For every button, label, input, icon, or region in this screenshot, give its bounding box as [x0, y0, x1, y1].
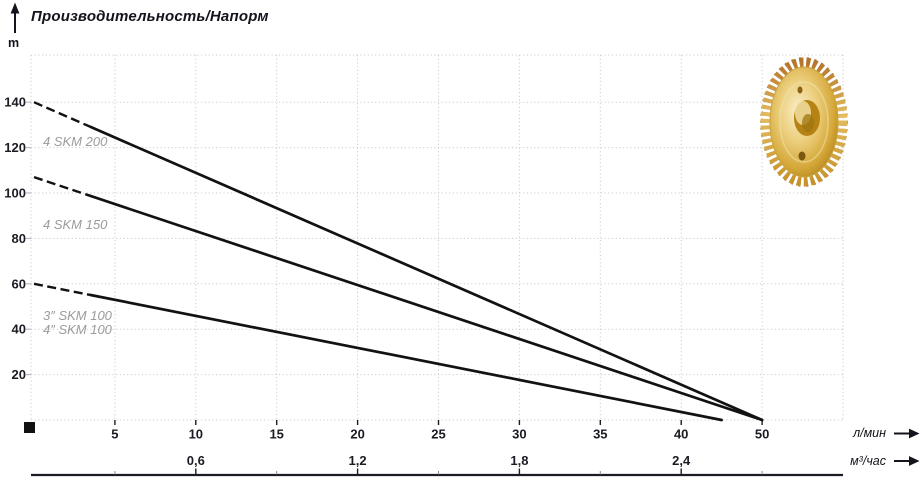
y-axis-unit-label: m [8, 36, 20, 50]
svg-text:10: 10 [189, 427, 203, 442]
svg-text:35: 35 [593, 427, 607, 442]
svg-text:80: 80 [12, 231, 26, 246]
svg-text:20: 20 [12, 367, 26, 382]
grid-lines [30, 54, 844, 421]
x-axis-ticks: 5 10 15 20 25 30 35 40 50 [111, 420, 769, 442]
svg-text:1,8: 1,8 [510, 453, 528, 468]
svg-text:30: 30 [512, 427, 526, 442]
up-arrow-icon [10, 2, 20, 33]
x-axis-secondary-unit-label: м³/час [850, 454, 886, 468]
svg-text:100: 100 [4, 186, 26, 201]
page-title: Производительность/Напорм [31, 8, 269, 25]
impeller-image [760, 57, 848, 187]
svg-text:20: 20 [350, 427, 364, 442]
pump-curves [33, 101, 764, 422]
origin-marker [24, 422, 35, 433]
x-axis-primary-unit-label: л/мин [853, 426, 886, 440]
svg-text:40: 40 [12, 322, 26, 337]
svg-text:5: 5 [111, 427, 118, 442]
svg-text:120: 120 [4, 140, 26, 155]
svg-text:15: 15 [269, 427, 283, 442]
svg-text:140: 140 [4, 95, 26, 110]
svg-text:50: 50 [755, 427, 769, 442]
svg-text:1,2: 1,2 [349, 453, 367, 468]
y-axis-ticks: 20 40 60 80 100 120 140 [4, 95, 31, 382]
right-arrow-icon-m3h [894, 456, 920, 466]
curve-label-4skm200: 4 SKM 200 [43, 134, 108, 149]
curve-label-3in-skm100: 3″ SKM 100 [43, 308, 112, 323]
svg-text:40: 40 [674, 427, 688, 442]
secondary-axis: 0,6 1,2 1,8 2,4 [31, 453, 843, 477]
svg-text:25: 25 [431, 427, 445, 442]
svg-text:60: 60 [12, 276, 26, 291]
svg-text:2,4: 2,4 [672, 453, 691, 468]
svg-text:0,6: 0,6 [187, 453, 205, 468]
curve-label-4skm150: 4 SKM 150 [43, 217, 108, 232]
right-arrow-icon-lmin [894, 428, 920, 439]
curve-label-4in-skm100: 4″ SKM 100 [43, 322, 112, 337]
